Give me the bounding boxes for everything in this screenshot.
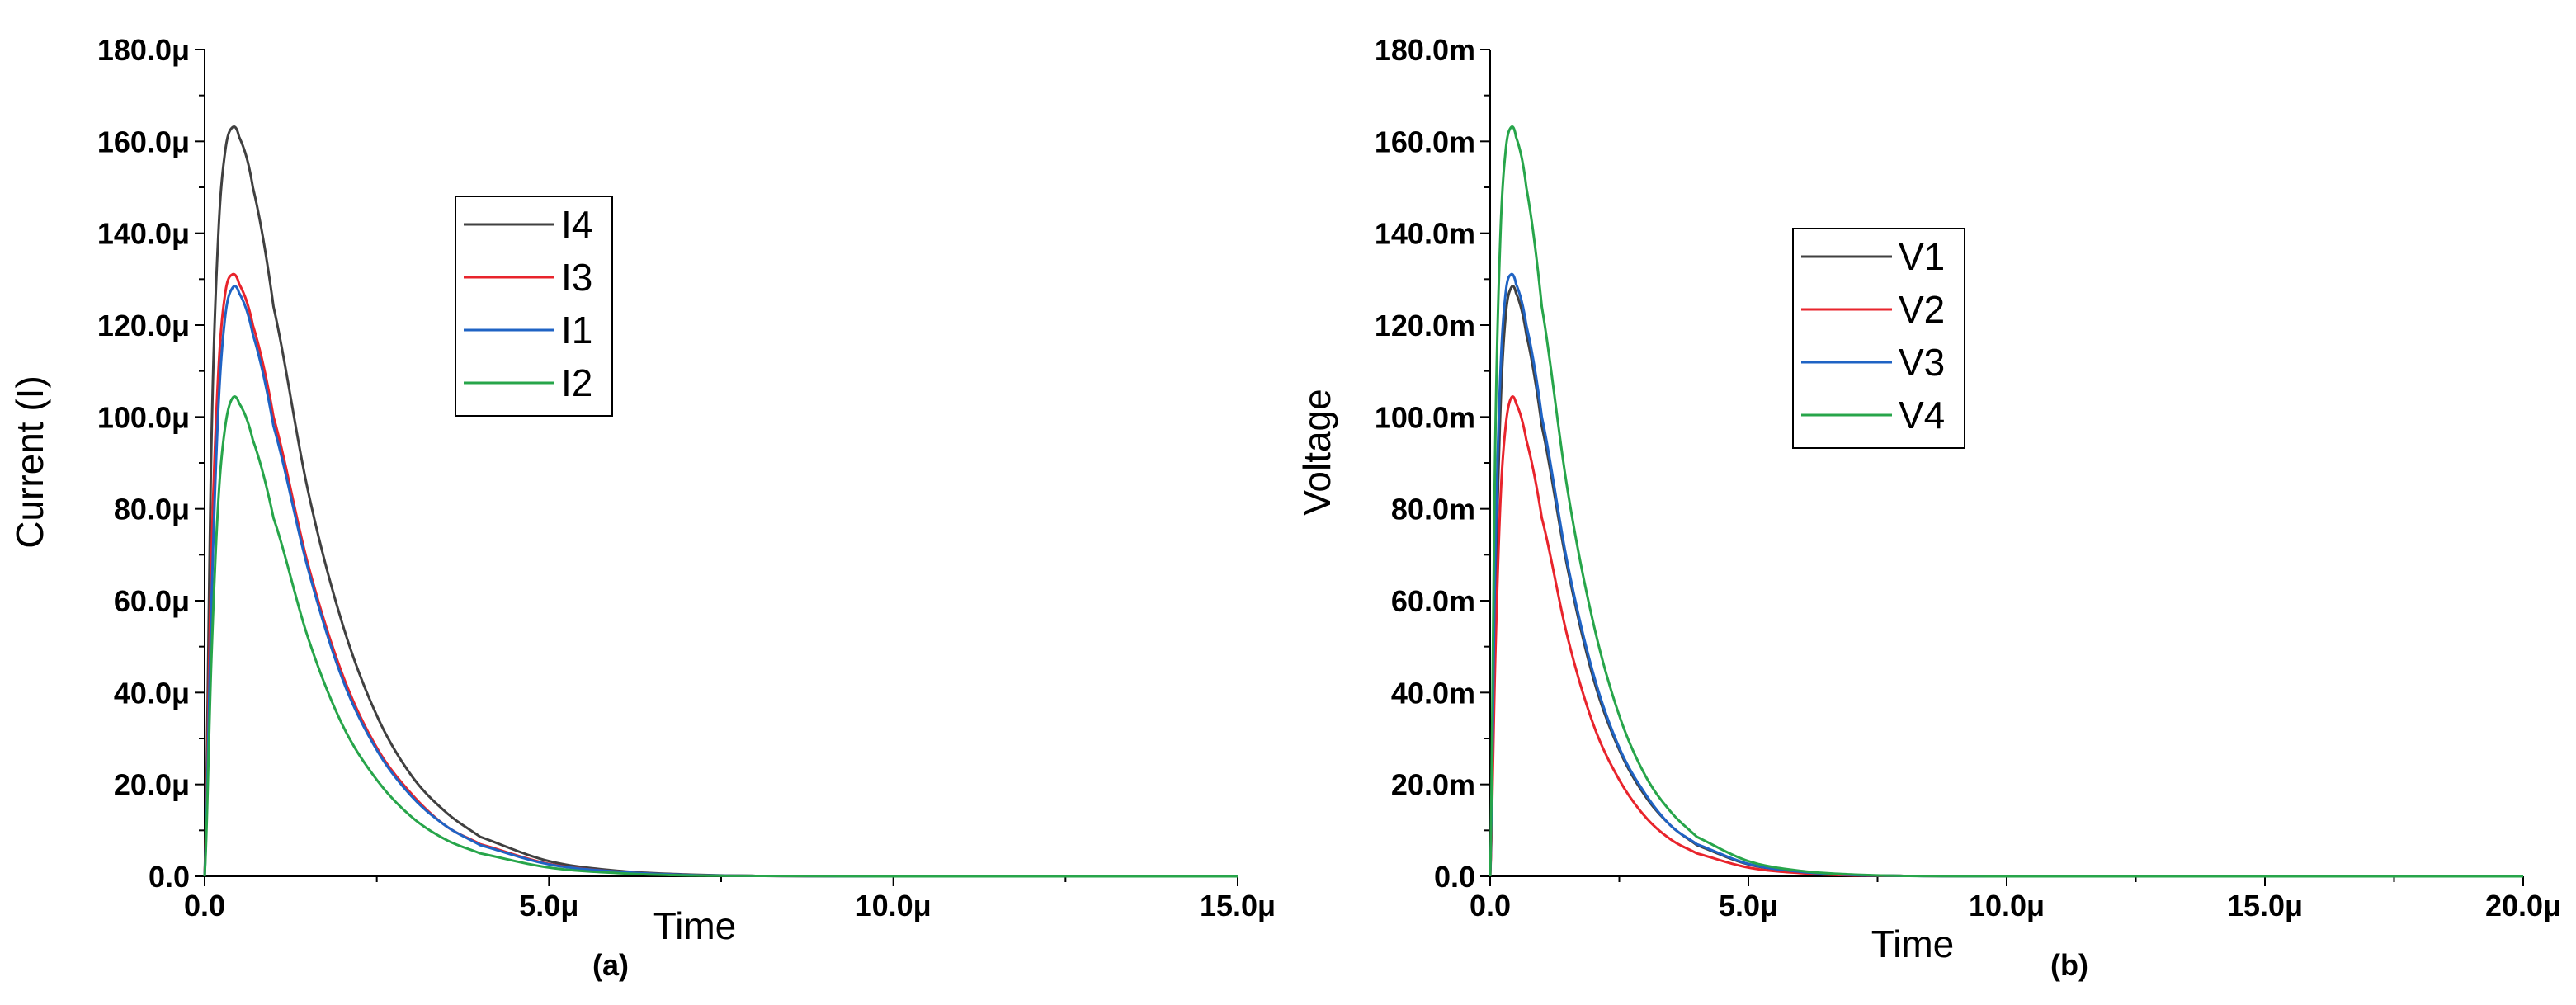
chart-b-series-v4 <box>1489 125 2523 878</box>
chart-b-legend-label-v4: V4 <box>1899 394 1945 436</box>
chart-b-y-axis-label: Voltage <box>1295 389 1338 515</box>
chart-a-y-axis-label: Current (I) <box>8 375 51 549</box>
chart-b-y-tick-label: 180.0m <box>1375 33 1475 67</box>
chart-a-x-axis-label: Time <box>653 904 737 947</box>
chart-b-x-tick-label: 20.0μ <box>2485 889 2561 922</box>
chart-b-legend-label-v3: V3 <box>1899 341 1945 384</box>
chart-b-y-tick-label: 20.0m <box>1391 768 1475 802</box>
chart-b-y-tick-label: 40.0m <box>1391 676 1475 710</box>
chart-b-y-tick-label: 80.0m <box>1391 493 1475 526</box>
chart-b-legend-label-v2: V2 <box>1899 288 1945 331</box>
chart-a-legend-label-i2: I2 <box>561 361 592 404</box>
chart-a-x-tick-label: 10.0μ <box>856 889 932 922</box>
chart-a-y-tick-label: 180.0μ <box>97 33 190 67</box>
chart-b-y-tick-label: 100.0m <box>1375 400 1475 434</box>
chart-a-y-tick-label: 100.0μ <box>97 400 190 434</box>
chart-b-y-tick-label: 160.0m <box>1375 125 1475 158</box>
chart-a-x-tick-label: 5.0μ <box>519 889 578 922</box>
chart-a-x-tick-label: 15.0μ <box>1200 889 1276 922</box>
chart-a-y-tick-label: 60.0μ <box>114 584 190 618</box>
chart-b-series-v3 <box>1489 272 2523 878</box>
chart-b-x-tick-label: 0.0 <box>1470 889 1511 922</box>
chart-a-series-i3 <box>203 272 1238 878</box>
chart-a-panel-label: (a) <box>592 948 629 982</box>
chart-b: 0.0 20.0m 40.0m 60.0m 80.0m 100.0m 120.0m 140.0… <box>1295 33 2561 982</box>
chart-a-y-tick-label: 0.0 <box>149 860 190 894</box>
chart-b-series-v1 <box>1489 285 2523 878</box>
chart-b-x-tick-label: 5.0μ <box>1719 889 1778 922</box>
chart-a: 0.0 20.0μ 40.0μ 60.0μ 80.0μ 100.0μ 120.0μ 140.0… <box>8 33 1276 982</box>
chart-a-y-tick-label: 80.0μ <box>114 493 190 526</box>
chart-a-series-i2 <box>203 395 1238 878</box>
chart-a-legend-label-i1: I1 <box>561 309 592 352</box>
chart-a-y-tick-label: 160.0μ <box>97 125 190 158</box>
chart-b-legend-label-v1: V1 <box>1899 235 1945 278</box>
chart-b-panel-label: (b) <box>2050 948 2088 982</box>
chart-a-legend: I4 I3 I1 I2 <box>455 196 613 417</box>
chart-a-y-tick-label: 140.0μ <box>97 217 190 251</box>
chart-b-legend: V1 V2 V3 V4 <box>1792 228 1965 449</box>
chart-b-legend-box <box>1792 228 1965 449</box>
chart-b-y-tick-label: 0.0 <box>1434 860 1475 894</box>
chart-a-legend-label-i4: I4 <box>561 203 592 246</box>
chart-b-x-axis-label: Time <box>1871 922 1955 965</box>
chart-a-y-tick-label: 120.0μ <box>97 309 190 342</box>
chart-a-series-i4 <box>203 125 1238 878</box>
chart-a-legend-label-i3: I3 <box>561 256 592 299</box>
chart-b-y-tick-label: 140.0m <box>1375 217 1475 251</box>
chart-a-y-tick-label: 20.0μ <box>114 768 190 802</box>
chart-a-series-i1 <box>203 285 1238 878</box>
chart-b-y-tick-label: 120.0m <box>1375 309 1475 342</box>
chart-b-series-v2 <box>1489 395 2523 878</box>
chart-b-y-tick-label: 60.0m <box>1391 584 1475 618</box>
chart-a-y-tick-label: 40.0μ <box>114 676 190 710</box>
chart-b-x-tick-label: 10.0μ <box>1969 889 2045 922</box>
chart-a-legend-box <box>455 196 613 417</box>
chart-a-x-tick-label: 0.0 <box>184 889 225 922</box>
chart-b-x-tick-label: 15.0μ <box>2227 889 2303 922</box>
